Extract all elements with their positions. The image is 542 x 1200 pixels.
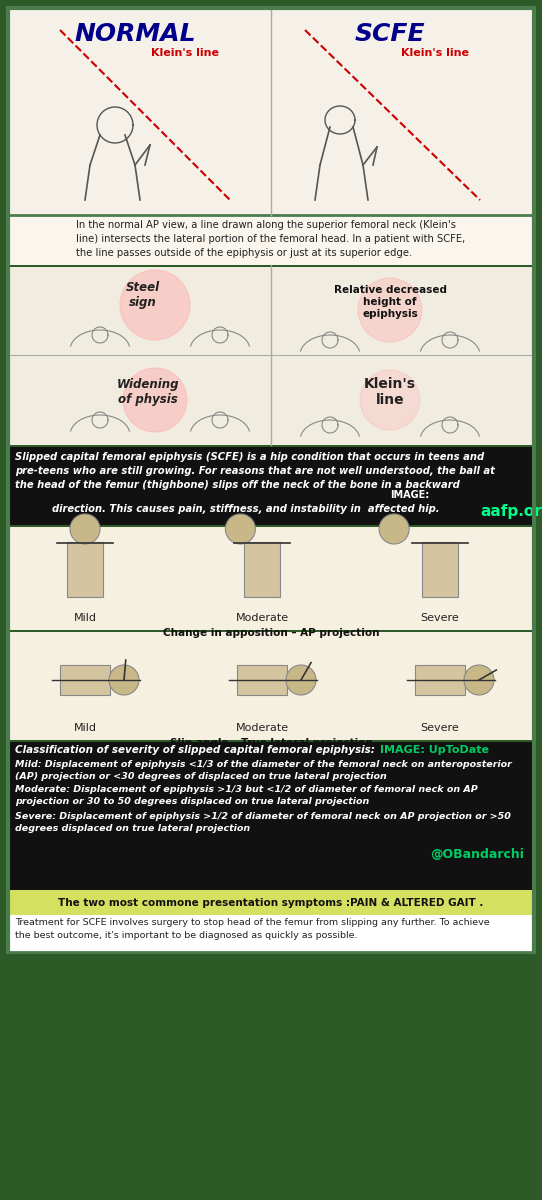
Circle shape xyxy=(464,665,494,695)
Text: Moderate: Displacement of epiphysis >1/3 but <1/2 of diameter of femoral neck on: Moderate: Displacement of epiphysis >1/3… xyxy=(15,785,478,806)
Text: Moderate: Moderate xyxy=(235,613,288,623)
Circle shape xyxy=(358,278,422,342)
Circle shape xyxy=(120,270,190,340)
Circle shape xyxy=(225,514,255,544)
Text: Relative decreased
height of
epiphysis: Relative decreased height of epiphysis xyxy=(333,286,447,318)
Bar xyxy=(8,217,534,265)
Text: Severe: Severe xyxy=(421,613,460,623)
Bar xyxy=(8,914,534,952)
Bar xyxy=(8,742,534,890)
Bar xyxy=(237,665,287,695)
Text: Treatment for SCFE involves surgery to stop head of the femur from slipping any : Treatment for SCFE involves surgery to s… xyxy=(15,918,489,940)
Text: Change in apposition – AP projection: Change in apposition – AP projection xyxy=(163,628,379,638)
Text: Severe: Severe xyxy=(421,722,460,733)
Bar xyxy=(8,527,534,630)
Bar xyxy=(67,542,103,596)
Text: @OBandarchi: @OBandarchi xyxy=(430,848,524,862)
Text: Widening
of physis: Widening of physis xyxy=(117,378,179,406)
Bar xyxy=(8,8,534,220)
Text: SCFE: SCFE xyxy=(354,22,425,46)
Text: Classification of severity of slipped capital femoral epiphysis:: Classification of severity of slipped ca… xyxy=(15,745,375,755)
Text: aafp.org: aafp.org xyxy=(480,504,542,518)
Circle shape xyxy=(360,370,420,430)
Circle shape xyxy=(379,514,409,544)
Bar xyxy=(415,665,465,695)
Text: Mild: Mild xyxy=(74,613,96,623)
Text: Severe: Displacement of epiphysis >1/2 of diameter of femoral neck on AP project: Severe: Displacement of epiphysis >1/2 o… xyxy=(15,812,511,833)
Text: IMAGE:: IMAGE: xyxy=(390,490,429,500)
Text: Klein's line: Klein's line xyxy=(401,48,469,58)
Text: Klein's line: Klein's line xyxy=(151,48,219,58)
Bar xyxy=(244,542,280,596)
Circle shape xyxy=(123,368,187,432)
Bar xyxy=(8,446,534,526)
Text: Moderate: Moderate xyxy=(235,722,288,733)
Circle shape xyxy=(70,514,100,544)
Text: Mild: Displacement of epiphysis <1/3 of the diameter of the femoral neck on ante: Mild: Displacement of epiphysis <1/3 of … xyxy=(15,760,512,781)
Bar xyxy=(60,665,110,695)
Text: Slipped capital femoral epiphysis (SCFE) is a hip condition that occurs in teens: Slipped capital femoral epiphysis (SCFE)… xyxy=(15,452,495,490)
Bar xyxy=(8,890,534,914)
Text: Steel
sign: Steel sign xyxy=(126,281,160,308)
Text: NORMAL: NORMAL xyxy=(74,22,196,46)
Text: Mild: Mild xyxy=(74,722,96,733)
Text: Slip angle – True lateral projection: Slip angle – True lateral projection xyxy=(170,738,372,748)
Bar xyxy=(8,632,534,740)
Text: direction. This causes pain, stiffness, and instability in  affected hip.: direction. This causes pain, stiffness, … xyxy=(53,504,440,514)
Text: IMAGE: UpToDate: IMAGE: UpToDate xyxy=(380,745,489,755)
Circle shape xyxy=(286,665,316,695)
Text: The two most commone presentation symptoms :PAIN & ALTERED GAIT .: The two most commone presentation sympto… xyxy=(59,898,483,908)
Text: Klein's
line: Klein's line xyxy=(364,377,416,407)
Bar xyxy=(422,542,458,596)
Text: In the normal AP view, a line drawn along the superior femoral neck (Klein's
lin: In the normal AP view, a line drawn alon… xyxy=(76,220,466,258)
Circle shape xyxy=(109,665,139,695)
Bar xyxy=(8,266,534,445)
